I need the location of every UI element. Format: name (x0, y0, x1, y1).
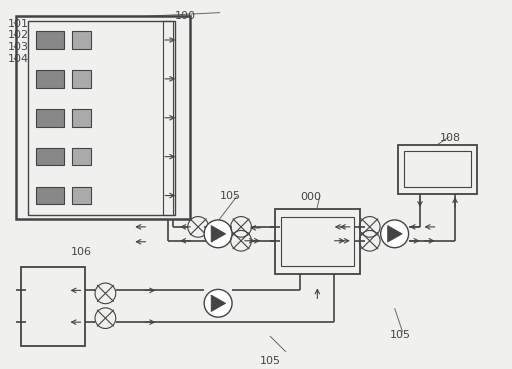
Text: 102: 102 (8, 31, 29, 41)
Text: 100: 100 (175, 11, 196, 21)
Bar (36, 70, 63, 87)
Text: 105: 105 (390, 330, 411, 340)
Polygon shape (211, 225, 226, 242)
Bar (72, 70, 92, 87)
Bar (398, 145, 477, 194)
Bar (28, 21, 175, 215)
Text: 103: 103 (8, 42, 29, 52)
Text: 106: 106 (71, 247, 92, 257)
Text: 000: 000 (300, 192, 321, 202)
Bar (36, 187, 63, 204)
Bar (72, 187, 92, 204)
Text: 105: 105 (260, 356, 281, 366)
Bar (36, 109, 63, 127)
Bar (16, 15, 190, 219)
Text: 105: 105 (220, 191, 241, 201)
Polygon shape (211, 295, 226, 311)
Polygon shape (388, 225, 402, 242)
Bar (72, 148, 92, 165)
Circle shape (204, 289, 232, 317)
Bar (36, 148, 63, 165)
Bar (72, 109, 92, 127)
Bar (36, 31, 63, 49)
Text: 101: 101 (8, 18, 29, 28)
Circle shape (380, 220, 409, 248)
Circle shape (204, 220, 232, 248)
Bar (275, 209, 360, 273)
Bar (163, 21, 173, 215)
Text: 104: 104 (8, 54, 29, 64)
Text: 108: 108 (439, 132, 461, 143)
Bar (20, 266, 86, 346)
Bar (403, 152, 472, 187)
Bar (281, 217, 354, 266)
Bar (72, 31, 92, 49)
